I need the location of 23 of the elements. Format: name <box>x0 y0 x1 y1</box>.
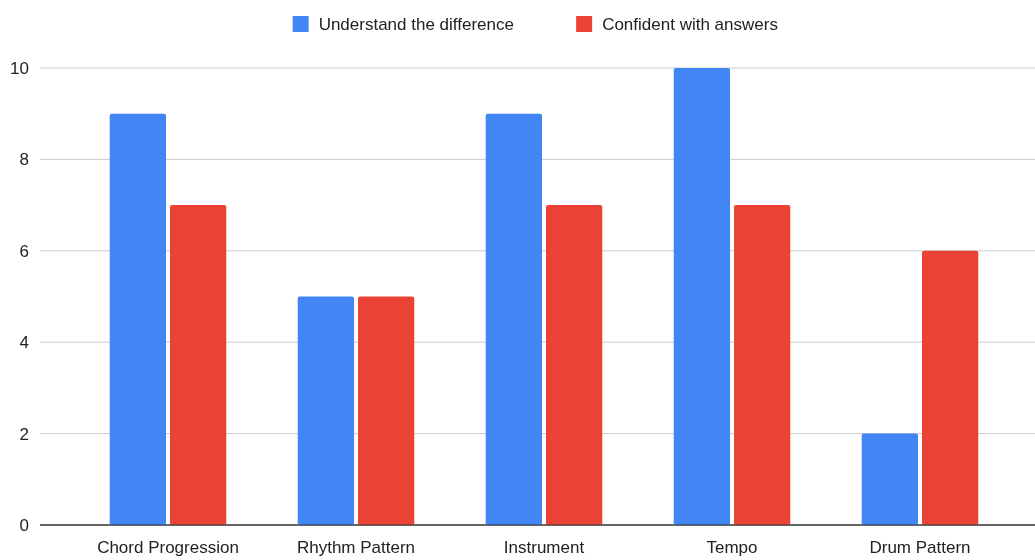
bar <box>673 68 730 525</box>
bar <box>170 205 227 525</box>
bar <box>546 205 603 525</box>
legend-label: Confident with answers <box>602 14 778 34</box>
y-tick-label: 0 <box>19 515 29 535</box>
y-tick-label: 8 <box>19 150 29 170</box>
x-tick-label: Tempo <box>706 538 758 557</box>
x-tick-label: Rhythm Pattern <box>296 538 416 557</box>
bar <box>297 296 354 525</box>
bar <box>109 113 166 525</box>
y-tick-label: 6 <box>19 241 29 261</box>
x-tick-label: Chord Progression <box>97 538 239 557</box>
x-tick-label: Drum Pattern <box>869 538 971 557</box>
bar <box>922 250 979 525</box>
bar <box>861 433 918 525</box>
y-tick-label: 4 <box>19 333 29 353</box>
bar <box>734 205 791 525</box>
bar <box>485 113 542 525</box>
y-tick-label: 2 <box>19 424 29 444</box>
bar <box>358 296 415 525</box>
x-tick-label: Instrument <box>503 538 585 557</box>
y-tick-label: 10 <box>10 58 29 78</box>
legend-label: Understand the difference <box>318 14 514 34</box>
